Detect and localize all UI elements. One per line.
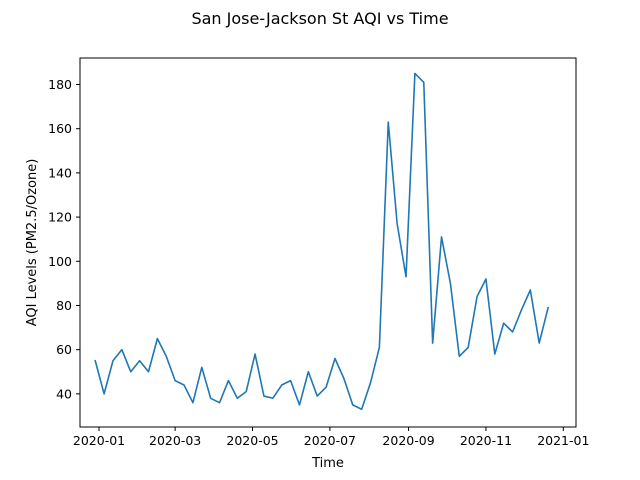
data-point bbox=[281, 384, 283, 386]
data-point bbox=[458, 355, 460, 357]
data-point bbox=[236, 397, 238, 399]
y-tick-label: 160 bbox=[48, 121, 72, 136]
x-tick-label: 2020-07 bbox=[304, 433, 356, 448]
x-tick-label: 2020-01 bbox=[73, 433, 125, 448]
x-axis-label: Time bbox=[311, 456, 344, 471]
y-tick-label: 40 bbox=[56, 386, 72, 401]
data-point bbox=[467, 346, 469, 348]
data-point bbox=[387, 121, 389, 123]
x-axis: 2020-01 2020-03 2020-05 2020-07 2020-09 2020-… bbox=[73, 427, 589, 448]
x-tick-label: 2021-01 bbox=[537, 433, 589, 448]
x-tick-label: 2020-03 bbox=[149, 433, 201, 448]
data-point bbox=[112, 360, 114, 362]
x-tick-label: 2020-05 bbox=[226, 433, 278, 448]
data-point bbox=[529, 289, 531, 291]
data-point bbox=[334, 357, 336, 359]
y-axis: 40 60 80 100 120 140 160 180 bbox=[48, 77, 80, 401]
y-tick-label: 100 bbox=[48, 254, 72, 269]
y-axis-label: AQI Levels (PM2.5/Ozone) bbox=[25, 159, 40, 327]
data-point bbox=[352, 404, 354, 406]
data-point bbox=[502, 322, 504, 324]
y-tick-label: 140 bbox=[48, 165, 72, 180]
x-tick-label: 2020-09 bbox=[382, 433, 434, 448]
data-point bbox=[423, 81, 425, 83]
data-point bbox=[227, 379, 229, 381]
data-point bbox=[156, 337, 158, 339]
data-point bbox=[209, 397, 211, 399]
data-point bbox=[431, 342, 433, 344]
data-point bbox=[520, 309, 522, 311]
data-point bbox=[325, 386, 327, 388]
data-point bbox=[378, 346, 380, 348]
y-tick-label: 60 bbox=[56, 342, 72, 357]
data-point bbox=[272, 397, 274, 399]
y-tick-label: 80 bbox=[56, 298, 72, 313]
y-tick-label: 120 bbox=[48, 210, 72, 225]
data-point bbox=[94, 360, 96, 362]
data-point bbox=[183, 384, 185, 386]
y-tick-label: 180 bbox=[48, 77, 72, 92]
data-point bbox=[218, 401, 220, 403]
data-point bbox=[103, 393, 105, 395]
data-point bbox=[414, 72, 416, 74]
chart-title: San Jose-Jackson St AQI vs Time bbox=[191, 9, 448, 28]
data-point bbox=[165, 355, 167, 357]
data-point bbox=[316, 395, 318, 397]
data-point bbox=[138, 360, 140, 362]
data-point bbox=[147, 371, 149, 373]
data-point bbox=[343, 377, 345, 379]
data-point bbox=[245, 390, 247, 392]
data-point bbox=[192, 401, 194, 403]
data-point bbox=[405, 276, 407, 278]
data-point bbox=[476, 295, 478, 297]
data-point bbox=[201, 366, 203, 368]
data-point bbox=[396, 223, 398, 225]
plot-area bbox=[79, 57, 577, 428]
data-point bbox=[547, 306, 549, 308]
data-point bbox=[369, 382, 371, 384]
data-point bbox=[121, 348, 123, 350]
data-point bbox=[263, 395, 265, 397]
data-point bbox=[485, 278, 487, 280]
data-point bbox=[174, 379, 176, 381]
data-point bbox=[538, 342, 540, 344]
data-point bbox=[440, 236, 442, 238]
x-tick-label: 2020-11 bbox=[460, 433, 512, 448]
data-point bbox=[254, 353, 256, 355]
data-point bbox=[289, 379, 291, 381]
data-point bbox=[511, 331, 513, 333]
data-point bbox=[494, 353, 496, 355]
series-group bbox=[94, 72, 550, 411]
data-point bbox=[130, 371, 132, 373]
series-line bbox=[94, 72, 550, 411]
data-point bbox=[307, 371, 309, 373]
data-point bbox=[449, 282, 451, 284]
data-point bbox=[360, 408, 362, 410]
data-point bbox=[298, 404, 300, 406]
